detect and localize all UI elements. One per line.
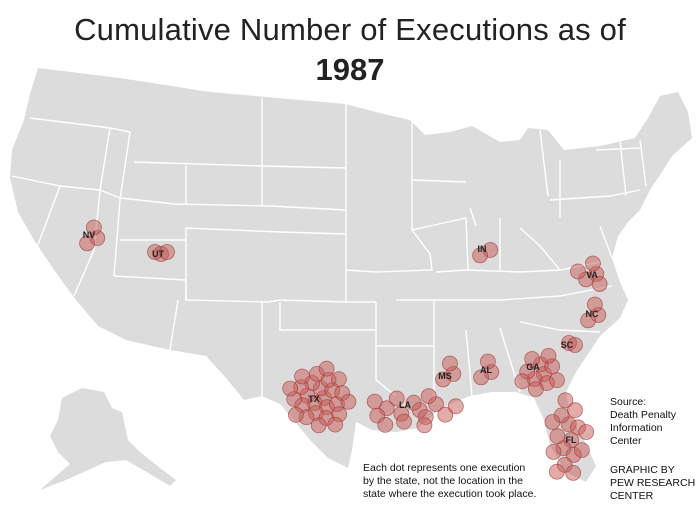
execution-dot-tx [294,368,311,385]
execution-dots-layer: TX FL LA GA VA AL MS NC [79,219,608,481]
execution-dot-la [447,398,464,415]
execution-dot-al [473,369,490,386]
alaska [40,388,176,490]
map-year: 1987 [315,52,385,87]
execution-dot-la [366,393,383,410]
state-label-al: AL [480,365,492,375]
execution-dot-fl [578,424,595,440]
state-label-fl: FL [566,435,577,445]
execution-dot-la [388,390,405,407]
execution-dot-ga [540,347,557,364]
execution-dot-nv [79,235,95,252]
execution-dot-la [416,417,433,434]
execution-dot-fl [544,414,561,430]
execution-dot-va [570,263,586,280]
source-note: Source: Death Penalty Information Center [610,396,695,448]
source-line: Source: [610,396,647,408]
state-group-nc: NC [580,296,607,329]
execution-dot-fl [565,464,582,481]
state-group-la: LA [366,388,464,434]
source-line: Center [610,435,642,447]
note-line: state where the execution took place. [363,488,537,500]
state-group-tx: TX [282,360,357,434]
state-group-va: VA [570,255,608,292]
state-label-in: IN [478,244,487,254]
execution-dot-tx [287,406,304,423]
execution-dot-la [420,388,437,405]
execution-dot-ga [549,372,565,389]
state-label-la: LA [399,400,411,410]
execution-dot-ms [435,371,452,388]
credit-line: PEW RESEARCH [610,477,696,489]
execution-dot-tx [318,360,335,377]
execution-dot-tx [340,393,357,410]
execution-dot-la [437,406,454,423]
state-label-nv: NV [83,230,96,240]
execution-dot-fl [545,443,562,460]
state-group-fl: FL [544,392,595,481]
execution-dot-ga [528,381,544,398]
state-label-va: VA [586,270,598,280]
execution-dot-ut [159,244,175,260]
dot-explanation-note: Each dot represents one execution by the… [363,462,563,501]
state-group-in: IN [472,242,499,264]
source-line: Death Penalty [610,409,676,421]
execution-dot-va [591,276,608,292]
state-group-sc: SC [561,335,583,353]
execution-dot-sc [567,337,583,353]
state-label-tx: TX [308,394,320,404]
state-group-al: AL [473,353,500,386]
note-line: Each dot represents one execution [363,462,526,474]
state-label-nc: NC [586,309,599,319]
state-label-ms: MS [438,371,452,381]
state-group-ms: MS [435,355,462,388]
execution-dot-fl [549,463,565,480]
graphic-credit: GRAPHIC BY PEW RESEARCH CENTER [610,464,700,503]
execution-dot-nc [580,312,596,329]
state-group-ga: GA [514,347,565,398]
execution-dot-fl [574,442,590,459]
execution-dot-va [585,255,601,272]
state-label-ut: UT [152,249,164,259]
state-group-nv: NV [79,219,106,252]
execution-dot-in [472,247,489,264]
state-label-sc: SC [561,340,574,350]
execution-dot-tx [327,416,344,433]
state-borders [11,98,647,404]
execution-dot-al [479,353,496,370]
credit-line: CENTER [610,490,654,502]
execution-dot-la [405,394,422,411]
execution-dot-fl [557,392,574,409]
state-group-ut: UT [147,244,175,262]
execution-dot-ga [524,351,541,367]
execution-dot-tx [282,380,299,397]
map-title: Cumulative Number of Executions as of [74,12,626,47]
source-line: Information [610,422,663,434]
execution-dot-ga [514,373,531,390]
execution-dot-nc [587,296,603,313]
execution-dot-tx [330,371,347,388]
credit-line: GRAPHIC BY [610,464,675,476]
execution-dot-la [377,416,394,433]
execution-dot-nv [86,219,102,236]
note-line: by the state, not the location in the [363,475,523,487]
execution-dot-la [396,413,412,430]
execution-dot-fl [549,428,566,445]
execution-dot-tx [310,417,327,434]
execution-dot-ms [441,355,458,372]
state-label-ga: GA [526,362,540,372]
execution-dot-fl [567,402,583,419]
